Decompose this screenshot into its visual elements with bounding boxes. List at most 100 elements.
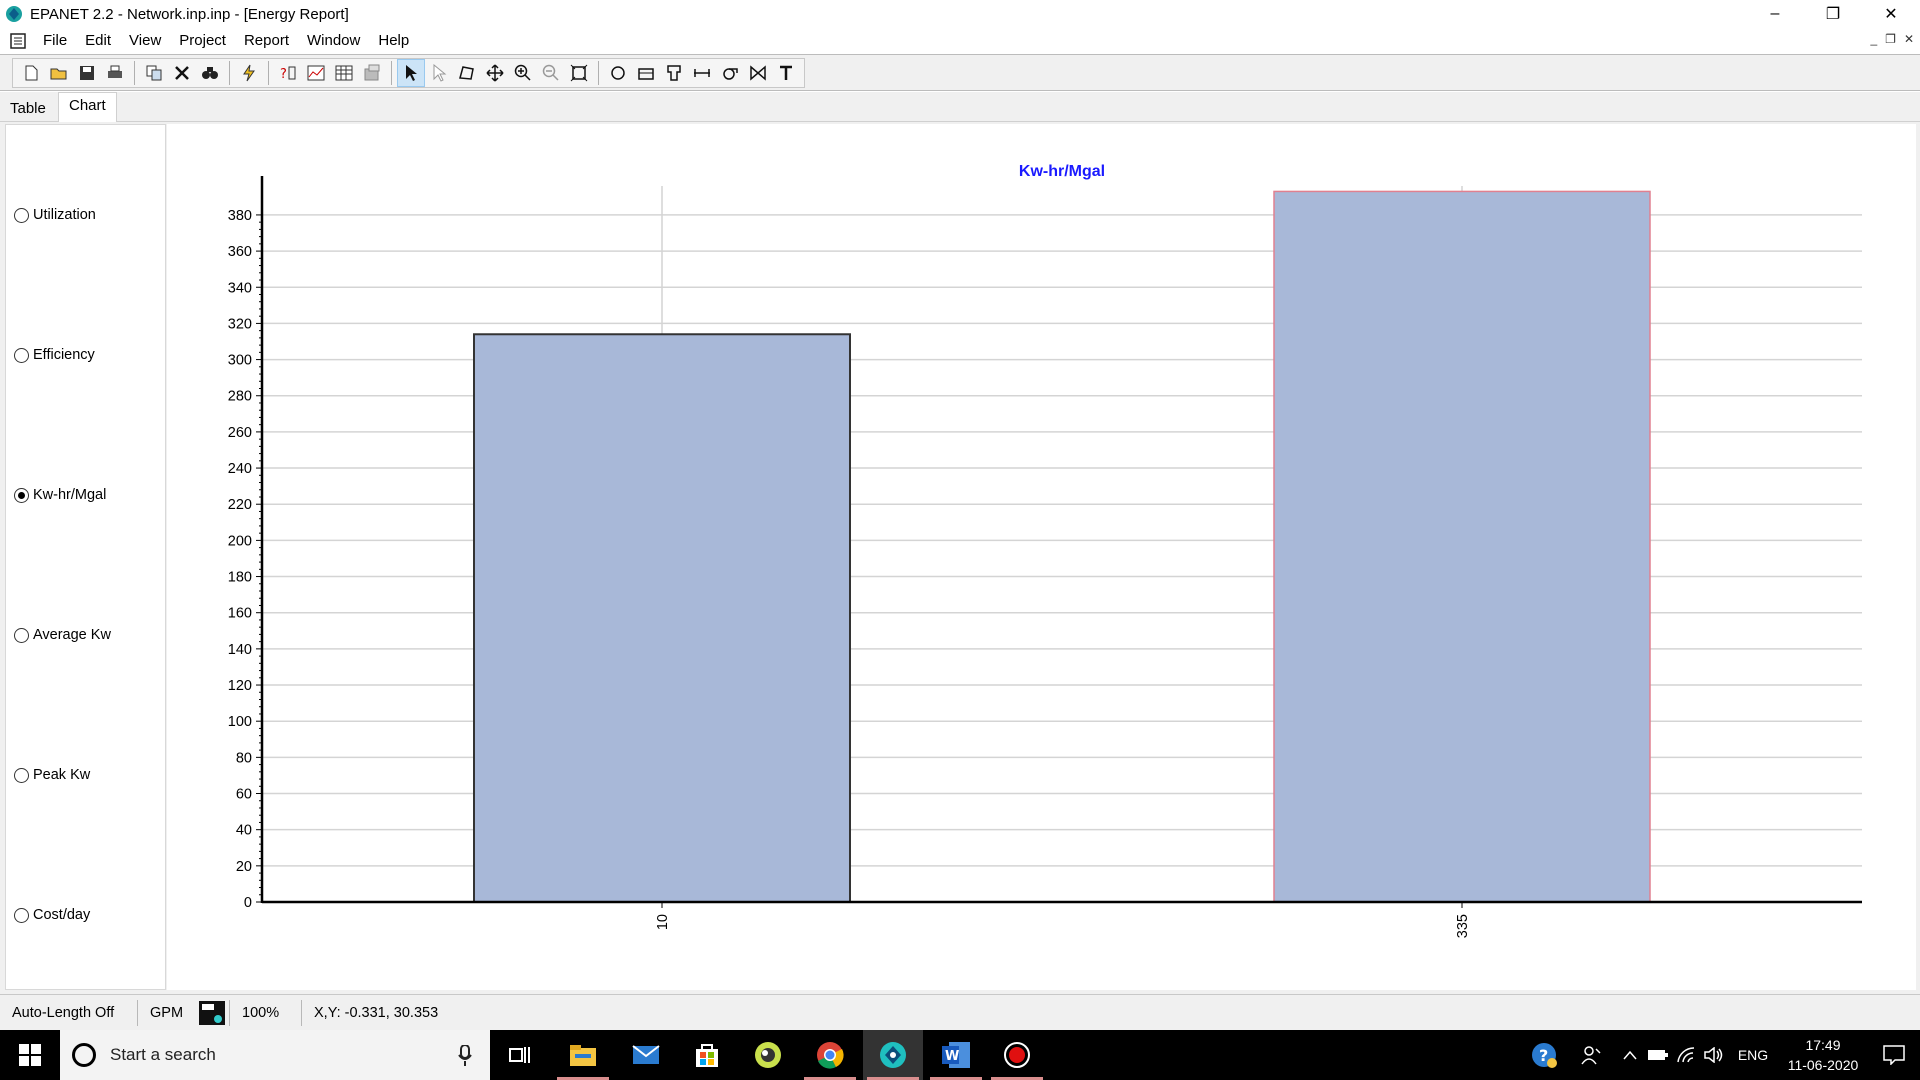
restore-button[interactable]: ❐ (1825, 6, 1841, 23)
select-vertex-icon[interactable] (425, 59, 453, 87)
epanet-taskbar-icon[interactable] (863, 1030, 923, 1080)
add-reservoir-icon[interactable] (632, 59, 660, 87)
radio-button[interactable] (14, 487, 29, 503)
microphone-icon[interactable] (458, 1045, 472, 1067)
y-tick-label: 300 (228, 353, 252, 369)
option-label: Efficiency (33, 347, 95, 363)
pan-icon[interactable] (481, 59, 509, 87)
auto-length-status[interactable]: Auto-Length Off (0, 1000, 138, 1026)
child-minimize-button[interactable]: _ (1870, 32, 1878, 46)
option-efficiency[interactable]: Efficiency (14, 347, 95, 363)
add-pump-icon[interactable] (716, 59, 744, 87)
tab-table[interactable]: Table (10, 100, 46, 117)
store-icon[interactable] (677, 1030, 737, 1080)
search-placeholder: Start a search (110, 1045, 216, 1064)
volume-icon[interactable] (1700, 1047, 1728, 1063)
menu-edit[interactable]: Edit (85, 32, 112, 49)
add-label-icon[interactable] (772, 59, 800, 87)
clock[interactable]: 17:49 11-06-2020 (1778, 1035, 1868, 1075)
system-tray: ? ENG 17:49 11-06-2020 (1520, 1030, 1920, 1080)
add-junction-icon[interactable] (604, 59, 632, 87)
file-explorer-icon[interactable] (553, 1030, 613, 1080)
radio-button[interactable] (14, 347, 29, 363)
menu-project[interactable]: Project (179, 32, 226, 49)
run-icon[interactable] (235, 59, 263, 87)
taskbar-search-box[interactable]: Start a search (60, 1030, 490, 1080)
menu-report[interactable]: Report (243, 32, 289, 49)
close-button[interactable]: ✕ (1884, 6, 1898, 23)
chrome-icon[interactable] (800, 1030, 860, 1080)
open-folder-icon[interactable] (45, 59, 73, 87)
delete-icon[interactable] (168, 59, 196, 87)
svg-text:W: W (945, 1049, 959, 1064)
add-tank-icon[interactable] (660, 59, 688, 87)
option-kwhr-mgal[interactable]: Kw-hr/Mgal (14, 487, 106, 503)
notifications-icon[interactable] (1868, 1045, 1920, 1065)
mail-icon[interactable] (616, 1030, 676, 1080)
menu-view[interactable]: View (129, 32, 162, 49)
add-valve-icon[interactable] (744, 59, 772, 87)
start-button[interactable] (0, 1030, 60, 1080)
query-icon[interactable]: ? (274, 59, 302, 87)
bar-335 (1273, 190, 1651, 903)
table-icon[interactable] (330, 59, 358, 87)
options-icon[interactable] (358, 59, 386, 87)
full-extent-icon[interactable] (565, 59, 593, 87)
chevron-up-icon[interactable] (1616, 1050, 1644, 1060)
task-view-icon[interactable] (490, 1030, 550, 1080)
svg-text:?: ? (280, 67, 287, 82)
radio-button[interactable] (14, 767, 29, 783)
people-icon[interactable] (1568, 1045, 1616, 1065)
radio-button[interactable] (14, 207, 29, 223)
toolbar-separator (391, 61, 392, 85)
find-icon[interactable] (196, 59, 224, 87)
select-region-icon[interactable] (453, 59, 481, 87)
select-object-icon[interactable] (397, 59, 425, 87)
y-tick-label: 60 (236, 787, 252, 803)
child-close-button[interactable]: ✕ (1903, 32, 1914, 46)
y-tick-label: 380 (228, 208, 252, 224)
language-indicator[interactable]: ENG (1737, 1047, 1769, 1063)
screen-recorder-icon[interactable] (987, 1030, 1047, 1080)
svg-text:?: ? (1539, 1046, 1548, 1065)
option-peak-kw[interactable]: Peak Kw (14, 767, 90, 783)
word-icon[interactable]: W (926, 1030, 986, 1080)
help-icon[interactable]: ? (1520, 1041, 1568, 1069)
save-icon[interactable] (73, 59, 101, 87)
option-utilization[interactable]: Utilization (14, 207, 96, 223)
child-restore-button[interactable]: ❐ (1885, 32, 1896, 46)
flow-units-status: GPM (150, 1005, 184, 1021)
chart-title: Kw-hr/Mgal (1019, 163, 1105, 180)
menu-bar: File Edit View Project Report Window Hel… (0, 28, 1920, 54)
system-menu-icon[interactable] (10, 33, 26, 49)
zoom-in-icon[interactable] (509, 59, 537, 87)
toolbar-separator (598, 61, 599, 85)
wifi-icon[interactable] (1672, 1047, 1700, 1063)
green-app-icon[interactable] (738, 1030, 798, 1080)
zoom-out-icon[interactable] (537, 59, 565, 87)
toolbar-separator (268, 61, 269, 85)
y-tick-label: 340 (228, 280, 252, 296)
copy-icon[interactable] (140, 59, 168, 87)
radio-button[interactable] (14, 627, 29, 643)
option-label: Average Kw (33, 627, 111, 643)
y-tick-label: 220 (228, 497, 252, 513)
y-tick-label: 240 (228, 461, 252, 477)
y-tick-label: 100 (228, 714, 252, 730)
minimize-button[interactable]: – (1770, 5, 1780, 22)
new-file-icon[interactable] (17, 59, 45, 87)
menu-window[interactable]: Window (307, 32, 361, 49)
status-bar: Auto-Length Off GPM 100% X,Y: -0.331, 30… (0, 994, 1920, 1030)
print-icon[interactable] (101, 59, 129, 87)
tab-chart[interactable]: Chart (58, 92, 117, 123)
battery-icon[interactable] (1644, 1049, 1672, 1061)
window-title: EPANET 2.2 - Network.inp.inp - [Energy R… (30, 5, 349, 23)
option-label: Utilization (33, 207, 96, 223)
add-pipe-icon[interactable] (688, 59, 716, 87)
menu-help[interactable]: Help (378, 32, 410, 49)
menu-file[interactable]: File (43, 32, 68, 49)
option-average-kw[interactable]: Average Kw (14, 627, 111, 643)
option-cost-day[interactable]: Cost/day (14, 907, 90, 923)
radio-button[interactable] (14, 907, 29, 923)
graph-icon[interactable] (302, 59, 330, 87)
